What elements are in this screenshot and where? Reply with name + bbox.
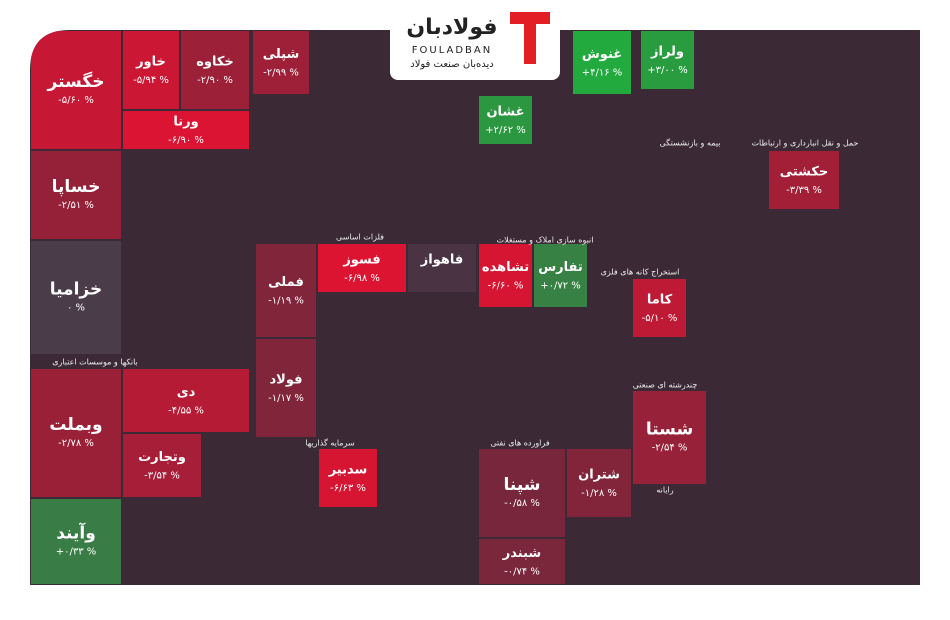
tile-name: خگستر xyxy=(47,71,105,92)
sector-label: حمل و نقل انبارداری و ارتباطات xyxy=(752,139,859,148)
tile xyxy=(123,111,249,149)
tile-name: شپنا xyxy=(504,475,541,495)
tile-value: +۰/۷۲ % xyxy=(540,281,581,292)
tile xyxy=(31,499,121,584)
logo-icon xyxy=(524,24,536,64)
tile xyxy=(256,244,316,337)
tile-value: +۰/۳۳ % xyxy=(56,547,97,558)
tile xyxy=(633,391,706,484)
tile xyxy=(181,31,249,109)
sector-label: چندرشته ای صنعتی xyxy=(633,381,698,390)
tile xyxy=(479,539,565,584)
tile xyxy=(123,369,249,432)
tile-name: خکاوه xyxy=(196,55,234,70)
tile-name: سدبیر xyxy=(328,463,368,478)
logo-latin: FOULADBAN xyxy=(412,45,492,56)
tile-name: خساپا xyxy=(52,177,101,197)
sector-label: انبوه سازی املاک و مستغلات xyxy=(497,236,594,245)
tile-name: حکشتی xyxy=(780,165,829,180)
tile-name: شستا xyxy=(646,420,693,440)
tile-value: -۵/۹۴ % xyxy=(133,75,169,86)
tile xyxy=(641,31,694,89)
tile xyxy=(318,244,406,292)
tile xyxy=(769,151,839,209)
tile-value: -۱/۲۸ % xyxy=(581,488,617,499)
tile xyxy=(633,279,686,337)
tile xyxy=(123,434,201,497)
tile-name: فولاد xyxy=(269,373,302,388)
tile xyxy=(123,31,179,109)
tile xyxy=(31,241,121,354)
tile xyxy=(408,244,476,292)
tile-value: -۱/۱۹ % xyxy=(268,296,304,307)
tile-value: -۳/۳۹ % xyxy=(786,185,822,196)
tile-value: +۴/۱۶ % xyxy=(582,68,623,79)
tile-value: -۶/۹۸ % xyxy=(344,273,380,284)
tile xyxy=(534,244,587,307)
tile xyxy=(479,449,565,537)
sector-label: رایانه xyxy=(656,486,673,495)
sector-label: بیمه و بازنشستگی xyxy=(659,138,720,148)
tile xyxy=(479,96,532,144)
tile-name: وبملت xyxy=(49,415,102,435)
tile-name: ولراز xyxy=(650,45,684,60)
tile-name: کاما xyxy=(647,293,673,308)
treemap-area: خگستر -۵/۶۰ % خساپا -۲/۵۱ % خزامیا ۰ % خاور -۵/… xyxy=(30,30,920,585)
tile xyxy=(31,151,121,239)
sector-label: بانکها و موسسات اعتباری xyxy=(52,358,138,367)
tile-value: -۳/۵۴ % xyxy=(144,471,180,482)
tile-value: +۳/۰۰ % xyxy=(647,65,688,76)
sector-label: فلزات اساسی xyxy=(336,233,384,242)
tile-value: -۱/۱۷ % xyxy=(268,393,304,404)
tile xyxy=(31,31,121,149)
sector-label: استخراج کانه های فلزی xyxy=(601,268,680,277)
tile-value: -۲/۵۴ % xyxy=(652,443,688,454)
tile xyxy=(253,31,309,94)
tile-name: وآیند xyxy=(56,522,96,544)
tile-value: +۲/۶۲ % xyxy=(485,125,526,136)
tile-name: وتجارت xyxy=(138,450,186,465)
sector-label: سرمایه گذاریها xyxy=(305,438,355,448)
tile-name: ورنا xyxy=(173,115,198,130)
sector-label: فراورده های نفتی xyxy=(490,439,549,448)
tile-value: -۲/۹۹ % xyxy=(263,68,299,79)
tile-value: -۰/۷۴ % xyxy=(504,567,540,578)
tile-name: شپلی xyxy=(263,47,300,62)
tile xyxy=(256,339,316,437)
tile-name: غنوش xyxy=(582,47,622,62)
tile-name: تفارس xyxy=(538,260,583,275)
tile-name: خاور xyxy=(135,55,166,70)
tile-value: -۲/۵۱ % xyxy=(58,200,94,211)
tile-value: -۲/۷۸ % xyxy=(58,438,94,449)
tile-name: خزامیا xyxy=(50,280,103,300)
logo-tagline: دیده‌بان صنعت فولاد xyxy=(410,59,494,70)
logo: فولادبان FOULADBAN دیده‌بان صنعت فولاد xyxy=(390,0,560,80)
tile xyxy=(479,244,532,307)
logo-icon xyxy=(510,12,550,24)
tile xyxy=(567,449,631,517)
tile-name: شبندر xyxy=(502,546,541,561)
tile-name: دی xyxy=(177,385,196,400)
tile-value: -۶/۹۰ % xyxy=(168,135,204,146)
tile-name: فسوز xyxy=(342,253,380,268)
tile-value: -۶/۶۰ % xyxy=(488,281,524,292)
tile-value: -۶/۶۳ % xyxy=(330,483,366,494)
tile-name: فاهواز xyxy=(420,253,464,268)
tile-value: -۴/۵۵ % xyxy=(168,406,204,417)
tile-name: تشاهده xyxy=(482,260,529,275)
tile xyxy=(319,449,377,507)
tile-name: غشان xyxy=(486,105,524,120)
tile-value: ۰ % xyxy=(67,303,85,314)
tile-name: فملی xyxy=(268,275,304,290)
tile-value: -۲/۹۰ % xyxy=(197,75,233,86)
tile-value: -۵/۱۰ % xyxy=(642,313,678,324)
tile-value: -۵/۶۰ % xyxy=(58,95,94,106)
logo-name: فولادبان xyxy=(406,15,497,40)
tile-name: شتران xyxy=(578,468,620,483)
tile xyxy=(573,31,631,94)
tile xyxy=(31,369,121,497)
tile-value: -۰/۵۸ % xyxy=(504,498,540,509)
